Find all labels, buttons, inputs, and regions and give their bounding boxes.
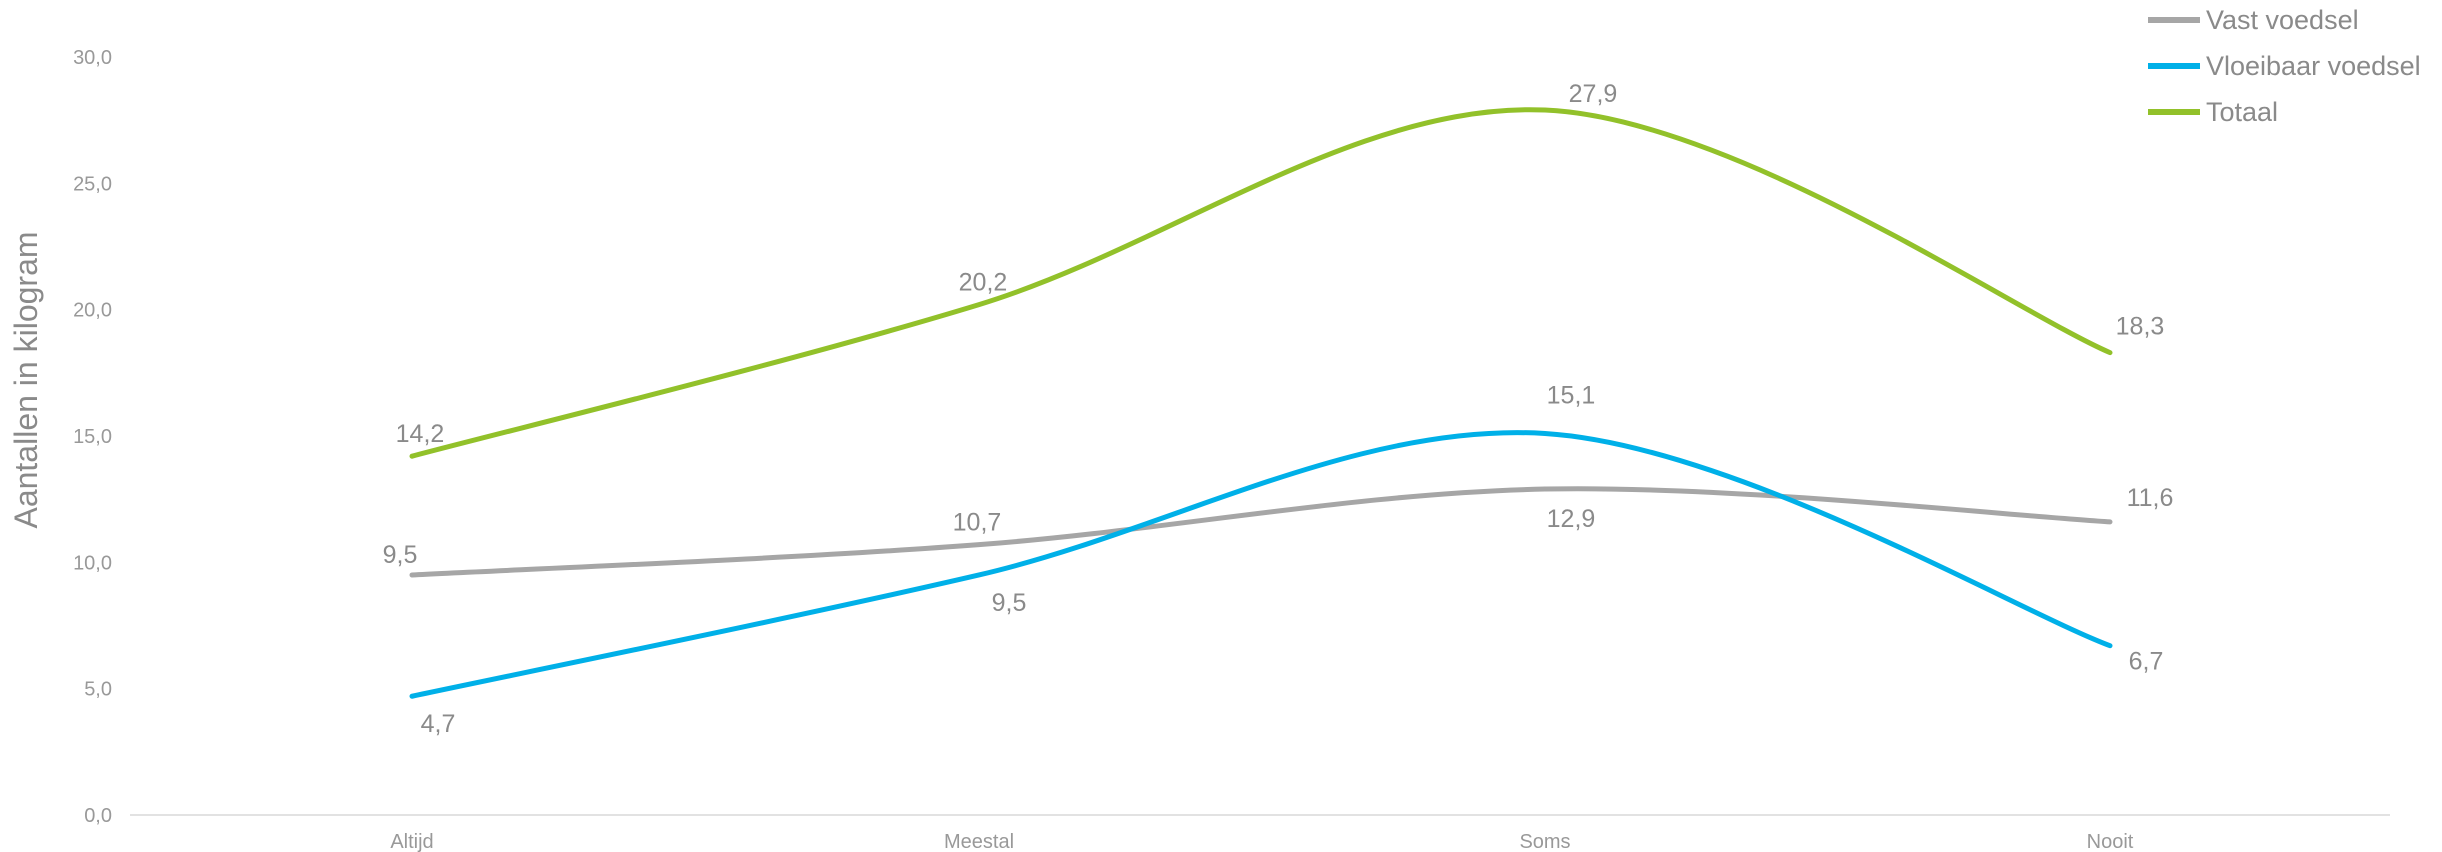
x-tick-label: Meestal (944, 831, 1014, 852)
data-label: 9,5 (992, 589, 1027, 617)
y-tick-label: 5,0 (84, 679, 112, 701)
x-tick-label: Altijd (390, 831, 433, 852)
data-label: 20,2 (959, 269, 1008, 297)
data-label: 4,7 (421, 710, 456, 738)
y-tick-label: 10,0 (73, 552, 112, 574)
legend-entry: Totaal (2206, 97, 2278, 127)
data-label: 14,2 (396, 420, 445, 448)
x-axis-ticks: Altijd Meestal Soms Nooit (390, 831, 2133, 852)
legend: Vast voedsel Vloeibaar voedsel Totaal (2148, 5, 2421, 127)
y-tick-label: 0,0 (84, 805, 112, 827)
y-tick-label: 15,0 (73, 426, 112, 448)
y-tick-label: 30,0 (73, 47, 112, 69)
y-axis-label: Aantallen in kilogram (8, 231, 44, 528)
series-line (409, 430, 2113, 699)
legend-entry: Vloeibaar voedsel (2206, 51, 2421, 81)
data-label: 10,7 (953, 509, 1002, 537)
data-label: 9,5 (383, 541, 418, 569)
data-labels: 9,5 10,7 12,9 11,6 4,7 9,5 15,1 6,7 14,2 20,2 27,9… (383, 80, 2174, 738)
data-label: 15,1 (1547, 381, 1596, 409)
data-label: 27,9 (1569, 80, 1618, 108)
x-tick-label: Nooit (2087, 831, 2134, 852)
data-label: 18,3 (2116, 313, 2165, 341)
series-line (409, 486, 2113, 578)
series-lines (409, 107, 2113, 699)
y-tick-label: 25,0 (73, 173, 112, 195)
data-label: 12,9 (1547, 505, 1596, 533)
data-label: 6,7 (2129, 648, 2164, 676)
series-line (409, 107, 2113, 459)
x-tick-label: Soms (1519, 831, 1570, 852)
y-axis-ticks: 0,0 5,0 10,0 15,0 20,0 25,0 30,0 (73, 47, 112, 827)
y-tick-label: 20,0 (73, 300, 112, 322)
data-label: 11,6 (2127, 484, 2174, 512)
legend-entry: Vast voedsel (2206, 5, 2359, 35)
